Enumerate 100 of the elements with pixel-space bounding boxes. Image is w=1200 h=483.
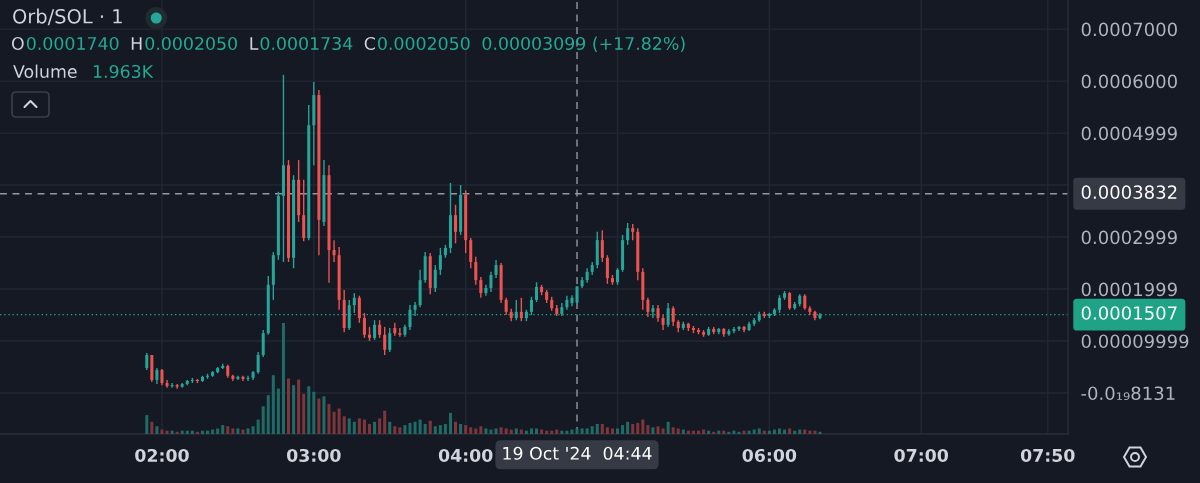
bar [286, 378, 291, 434]
bar [398, 427, 402, 434]
bar [454, 421, 458, 434]
candlestick [347, 299, 351, 331]
candlestick [489, 271, 493, 293]
annotation: O [11, 36, 24, 51]
bar [509, 429, 513, 434]
bar [777, 428, 782, 434]
candlestick [261, 329, 265, 358]
annotation: 0.00003099 (+17.82%) [482, 36, 685, 53]
bar [408, 422, 412, 434]
bar [757, 428, 761, 434]
bar [256, 419, 260, 434]
bar [641, 419, 645, 434]
candlestick [433, 264, 437, 293]
bar [322, 396, 326, 434]
bar [798, 429, 802, 434]
y-tick-label: 0.00009999 [1081, 334, 1189, 349]
candlestick [362, 312, 366, 339]
candlestick [413, 301, 417, 317]
bar [529, 428, 533, 434]
bar [636, 422, 640, 434]
bar [362, 419, 366, 434]
bar [438, 425, 442, 434]
bar [676, 428, 680, 434]
x-tick-label: 02:00 [135, 448, 189, 463]
candlestick [605, 254, 609, 285]
bar [261, 406, 265, 434]
bar [307, 386, 311, 434]
bar [251, 426, 255, 434]
bar [585, 428, 589, 434]
candlestick [408, 304, 412, 331]
bar [626, 421, 630, 434]
bar [646, 425, 650, 434]
candlestick [175, 383, 179, 390]
bar [200, 430, 204, 434]
bar [373, 421, 377, 434]
bar [327, 404, 331, 434]
bar [570, 429, 574, 434]
bar [221, 425, 225, 434]
bar [514, 428, 518, 434]
bar [302, 394, 306, 434]
bar [575, 428, 579, 434]
bar [737, 431, 741, 434]
ref-line-label: 19 Oct '24 04:44 [503, 446, 652, 460]
bar [155, 426, 159, 434]
bar [241, 429, 245, 434]
bar [747, 430, 751, 434]
y-tick-label: 0.0001999 [1081, 282, 1177, 297]
chart-title: Orb/SOL · 1 [13, 8, 122, 26]
bar [388, 421, 392, 434]
bar [813, 430, 817, 434]
candlestick [474, 256, 478, 286]
bar [185, 430, 189, 434]
bar [631, 424, 635, 434]
bar [337, 408, 341, 434]
bar [605, 427, 609, 434]
candlestick [626, 222, 630, 246]
bar [226, 426, 230, 434]
bar [717, 430, 721, 434]
x-tick-label: 04:00 [438, 448, 493, 463]
bar [413, 421, 417, 434]
bar [418, 419, 422, 434]
candlestick [494, 259, 498, 279]
candlestick [514, 299, 518, 321]
annotation: 0.0002050 [378, 36, 470, 51]
ref-line-label: 0.0003832 [1081, 185, 1177, 200]
candlestick [671, 305, 675, 327]
bar [590, 426, 594, 434]
bar [696, 430, 701, 434]
y-tick-label: 0.0002999 [1081, 230, 1177, 245]
bar [347, 418, 351, 434]
bar [352, 421, 356, 434]
bar [448, 412, 452, 434]
candlestick [367, 326, 372, 342]
bar [231, 428, 235, 434]
candlestick [373, 319, 377, 341]
bar [691, 430, 695, 434]
bar [357, 418, 361, 434]
bar [788, 428, 792, 434]
bar [459, 424, 463, 434]
bar [281, 323, 285, 434]
candlestick [600, 229, 604, 263]
bar [560, 430, 564, 434]
bar [484, 428, 488, 434]
bar [266, 395, 270, 434]
bar [621, 425, 625, 434]
bar [206, 430, 210, 434]
bar [312, 391, 316, 434]
bar [367, 424, 372, 434]
bar [540, 429, 544, 434]
annotation: 1.963K [93, 64, 154, 79]
bar [524, 430, 528, 434]
bar [686, 430, 690, 434]
candlestick [646, 297, 650, 318]
bar [666, 421, 670, 434]
bar [428, 420, 432, 434]
bar [489, 429, 493, 434]
candlestick [479, 276, 483, 299]
bar [342, 416, 346, 434]
